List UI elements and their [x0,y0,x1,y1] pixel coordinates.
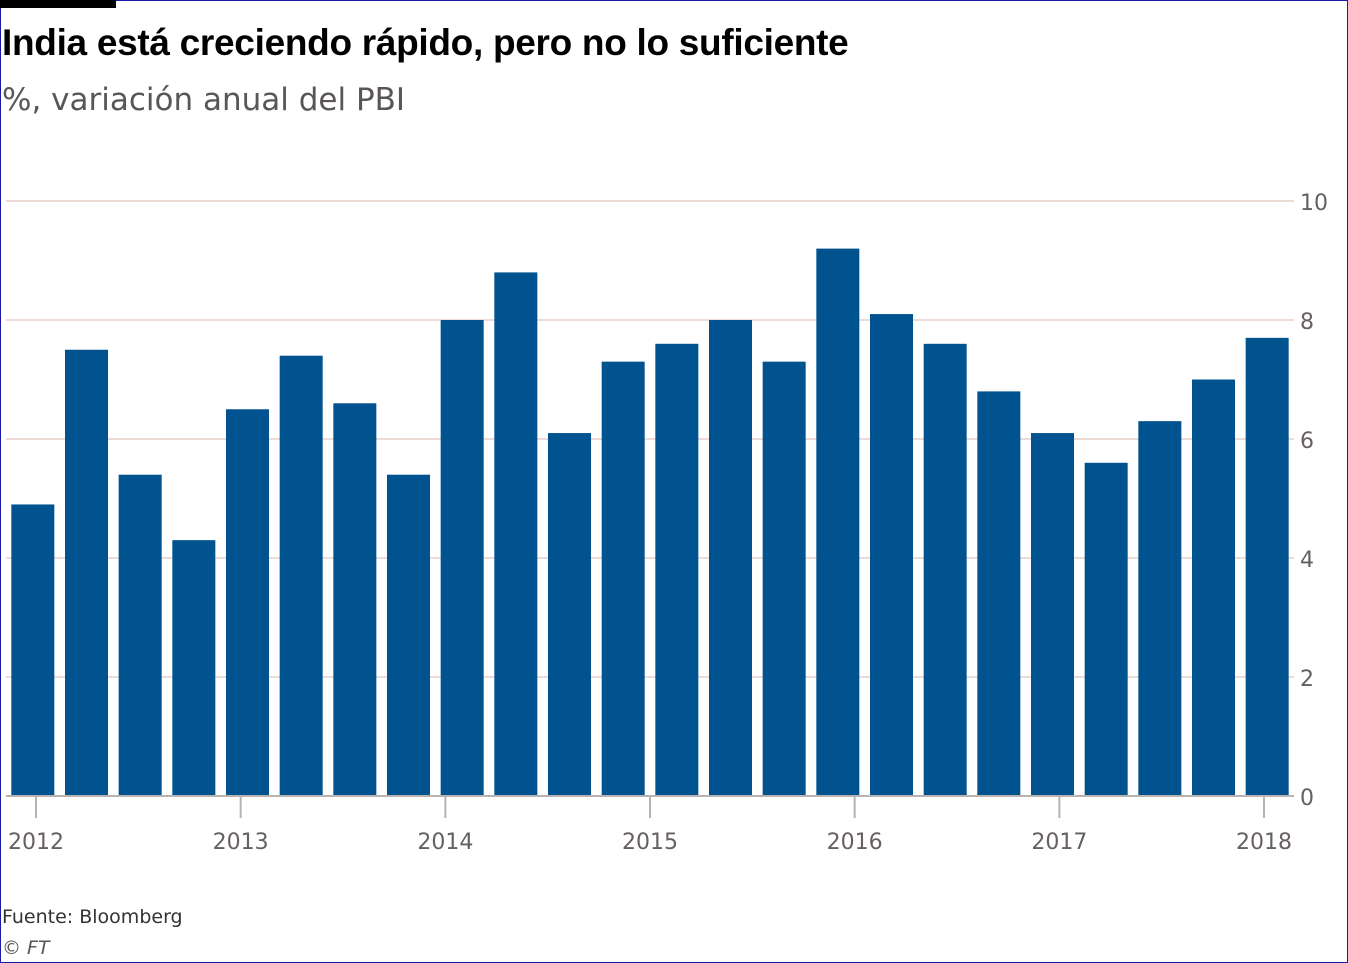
bar [1138,421,1182,796]
bar [923,343,967,796]
x-tick-label: 2013 [213,830,269,855]
bar [1245,337,1289,796]
bar [709,320,752,796]
y-tick-label: 6 [1300,429,1314,454]
bar [11,504,55,796]
bar [118,474,162,796]
bar [65,349,108,796]
bar [870,314,913,796]
chart-subtitle: %, variación anual del PBI [2,82,406,118]
bar [333,403,377,796]
bar [172,540,216,796]
bar [494,272,538,796]
bar [1192,379,1235,796]
y-tick-label: 8 [1300,310,1314,335]
x-tick-label: 2017 [1031,830,1087,855]
bar-chart: 0 2 4 6 8 10 2012 2013 2014 2015 2016 2017 2018 [6,191,1328,855]
bar [440,320,484,796]
bar [601,361,645,796]
y-tick-label: 2 [1300,667,1314,692]
gridlines [6,200,1294,678]
chart-title: India está creciendo rápido, pero no lo … [2,22,849,63]
bar [977,391,1021,796]
y-tick-label: 10 [1300,191,1328,216]
x-tick-label: 2016 [827,830,883,855]
bar [387,474,430,796]
copyright-note: © FT [2,937,50,959]
x-tick-label: 2014 [417,830,473,855]
bar [1031,433,1074,796]
bar [226,409,269,796]
source-note: Fuente: Bloomberg [2,906,183,928]
x-tick-label: 2015 [622,830,678,855]
axes: 0 2 4 6 8 10 2012 2013 2014 2015 2016 2017 2018 [6,191,1328,855]
bar [816,248,860,797]
bar [548,433,591,796]
x-tick-label: 2012 [8,830,64,855]
x-tick-label: 2018 [1236,830,1292,855]
bar [762,361,806,796]
y-tick-label: 4 [1300,548,1314,573]
bar [1084,462,1128,796]
bars [11,248,1289,797]
bar [279,355,323,796]
y-tick-label: 0 [1300,786,1314,811]
top-accent-bar [0,0,116,8]
bar [655,343,699,796]
